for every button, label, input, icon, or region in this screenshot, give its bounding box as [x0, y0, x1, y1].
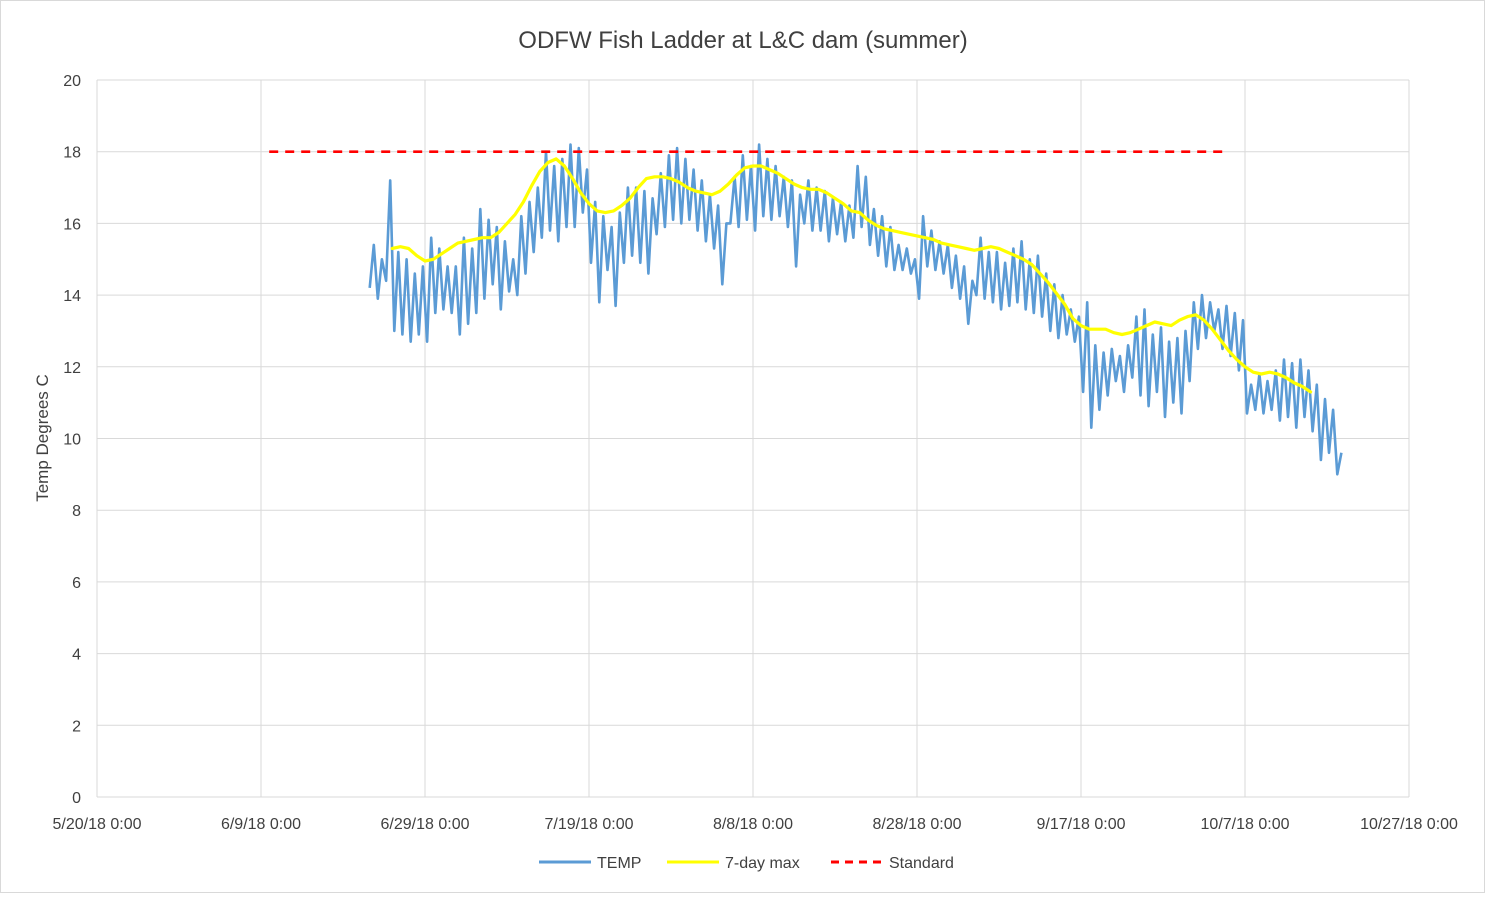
legend-item: Standard — [831, 855, 954, 872]
y-tick-label: 6 — [72, 575, 81, 592]
y-tick-label: 0 — [72, 790, 81, 807]
y-tick-label: 4 — [72, 647, 81, 664]
x-tick-label: 5/20/18 0:00 — [53, 816, 142, 833]
chart-title: ODFW Fish Ladder at L&C dam (summer) — [518, 27, 967, 54]
y-tick-labels: 0 2 4 6 8 10 12 14 16 18 20 — [63, 73, 81, 807]
x-tick-label: 8/28/18 0:00 — [873, 816, 962, 833]
y-tick-label: 20 — [63, 73, 81, 90]
x-tick-label: 9/17/18 0:00 — [1037, 816, 1126, 833]
y-tick-label: 2 — [72, 718, 81, 735]
x-tick-label: 10/27/18 0:00 — [1360, 816, 1458, 833]
series-7day-max-line — [390, 157, 1313, 394]
series-layer — [269, 143, 1343, 476]
legend-label: TEMP — [597, 855, 641, 872]
legend: TEMP 7-day max Standard — [539, 855, 954, 872]
y-tick-label: 14 — [63, 288, 81, 305]
y-tick-label: 8 — [72, 503, 81, 520]
x-tick-label: 8/8/18 0:00 — [713, 816, 793, 833]
y-tick-label: 10 — [63, 432, 81, 449]
legend-label: Standard — [889, 855, 954, 872]
x-tick-label: 10/7/18 0:00 — [1201, 816, 1290, 833]
x-tick-label: 6/29/18 0:00 — [381, 816, 470, 833]
y-tick-label: 16 — [63, 216, 81, 233]
y-tick-label: 12 — [63, 360, 81, 377]
legend-item: TEMP — [539, 855, 641, 872]
y-axis-label: Temp Degrees C — [33, 374, 52, 502]
x-tick-labels: 5/20/18 0:00 6/9/18 0:00 6/29/18 0:00 7/19/… — [53, 816, 1459, 833]
y-tick-label: 18 — [63, 145, 81, 162]
x-tick-label: 6/9/18 0:00 — [221, 816, 301, 833]
series-temp-line — [368, 143, 1343, 476]
legend-label: 7-day max — [725, 855, 800, 872]
x-tick-label: 7/19/18 0:00 — [545, 816, 634, 833]
gridlines — [96, 79, 1410, 798]
legend-item: 7-day max — [667, 855, 800, 872]
